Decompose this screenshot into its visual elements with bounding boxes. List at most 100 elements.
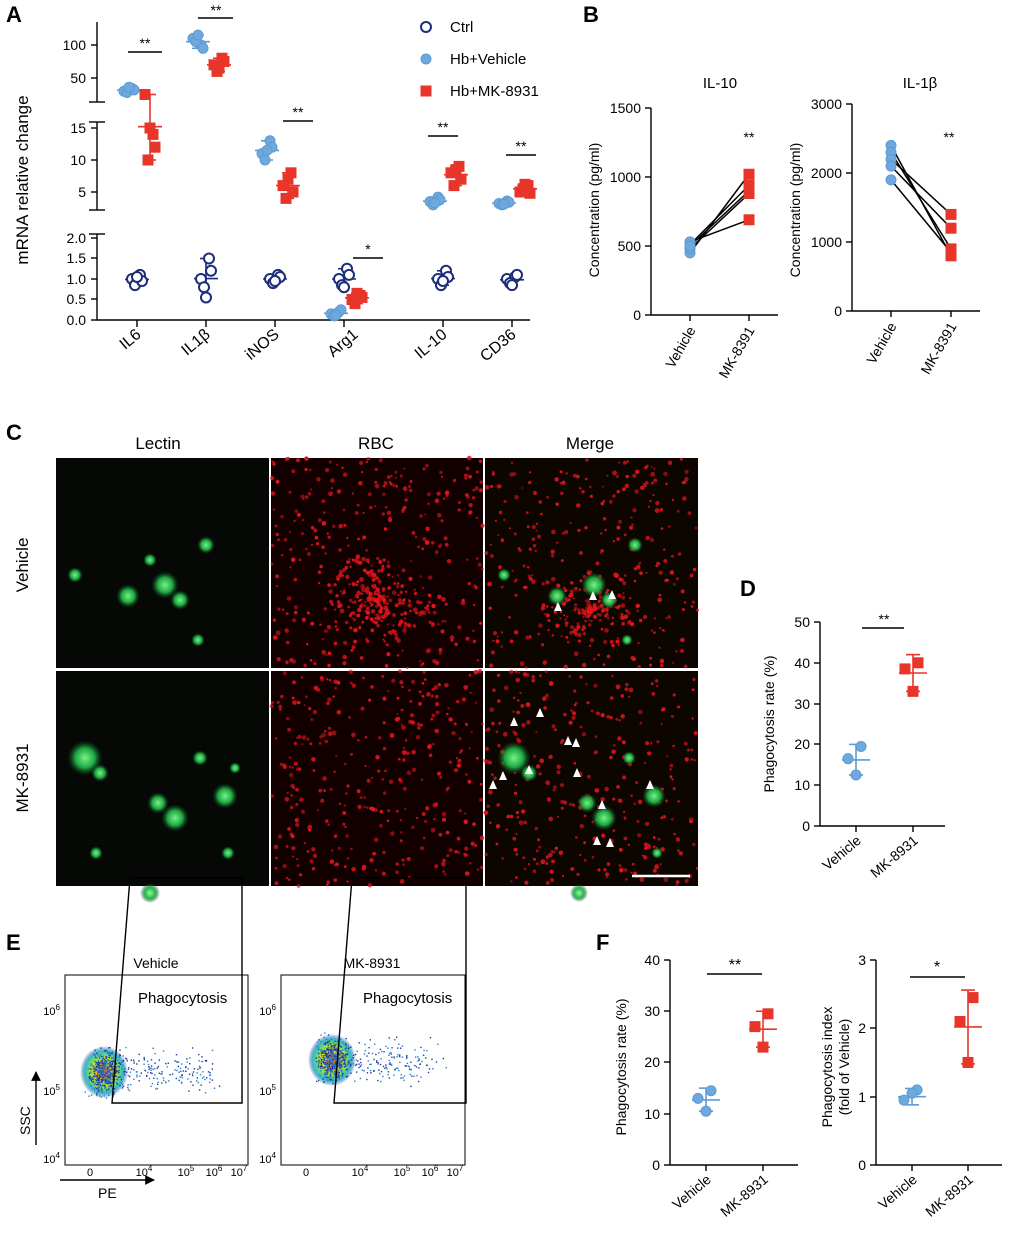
flow-event: [103, 1064, 105, 1067]
flow-event: [417, 1056, 419, 1058]
rbc-cell: [354, 593, 359, 599]
rbc-cell: [382, 558, 386, 562]
rbc-cell: [397, 574, 400, 577]
rbc-cell: [613, 744, 616, 747]
flow-event: [98, 1087, 101, 1089]
rbc-cell: [403, 624, 407, 629]
flow-event: [318, 1039, 320, 1041]
flow-event: [154, 1052, 156, 1055]
rbc-cell: [632, 508, 637, 513]
rbc-cell: [323, 607, 327, 611]
flow-event: [376, 1060, 378, 1062]
rbc-cell: [359, 604, 363, 609]
rbc-cell: [690, 758, 694, 761]
flow-event: [327, 1044, 330, 1047]
flow-event: [109, 1072, 111, 1075]
rbc-cell: [281, 554, 284, 557]
flow-event: [105, 1062, 107, 1065]
rbc-cell: [593, 606, 598, 612]
rbc-cell: [468, 747, 471, 750]
tick-label: 105: [394, 1164, 411, 1179]
rbc-cell: [345, 834, 349, 838]
rbc-cell: [677, 800, 680, 803]
rbc-cell: [593, 657, 596, 661]
flow-event: [375, 1053, 377, 1056]
chart-data-points: [885, 139, 957, 262]
flow-event: [332, 1058, 334, 1060]
flow-event: [118, 1062, 120, 1064]
flow-event: [202, 1071, 204, 1073]
rbc-cell: [448, 717, 453, 722]
tick-label: 0: [652, 1157, 660, 1173]
rbc-cell: [382, 492, 386, 496]
flow-event: [196, 1077, 198, 1079]
rbc-cell: [275, 532, 279, 537]
flow-event: [330, 1053, 332, 1055]
flow-event: [370, 1063, 372, 1065]
rbc-cell: [296, 884, 301, 888]
arrowhead-icon: [554, 602, 562, 611]
flow-event: [89, 1075, 91, 1078]
rbc-cell: [472, 496, 476, 500]
flow-event: [393, 1057, 395, 1059]
rbc-cell: [663, 471, 668, 476]
rbc-cell: [617, 519, 623, 524]
tick-label: 500: [618, 238, 642, 254]
rbc-cell: [422, 670, 426, 674]
tick-label: 40: [644, 952, 660, 968]
flow-event: [93, 1075, 95, 1077]
rbc-cell: [622, 487, 626, 492]
rbc-cell: [334, 625, 338, 628]
rbc-cell: [324, 819, 329, 823]
flow-event: [175, 1054, 178, 1056]
rbc-cell: [551, 634, 555, 637]
category-label: IL6: [117, 326, 145, 353]
rbc-cell: [312, 709, 318, 715]
rbc-cell: [582, 732, 586, 737]
flow-event: [327, 1048, 329, 1050]
flow-event: [96, 1063, 98, 1065]
rbc-cell: [650, 741, 653, 745]
rbc-cell: [381, 512, 385, 516]
rbc-cell: [394, 717, 400, 722]
rbc-cell: [335, 754, 338, 758]
rbc-cell: [611, 674, 614, 678]
flow-event: [326, 1079, 329, 1081]
rbc-cell: [322, 511, 326, 514]
flow-event: [148, 1066, 150, 1069]
rbc-cell: [383, 481, 388, 486]
x-label: MK-8931: [867, 832, 921, 881]
rbc-cell: [601, 485, 604, 488]
flow-event: [94, 1086, 97, 1089]
rbc-cell: [604, 528, 607, 532]
microglia-cell: [622, 751, 636, 765]
flow-event: [165, 1081, 167, 1084]
data-point: [192, 29, 204, 41]
rbc-cell: [442, 817, 446, 822]
rbc-cell: [515, 833, 518, 835]
rbc-cell: [396, 696, 400, 700]
flow-event: [378, 1069, 380, 1071]
flow-event: [333, 1063, 335, 1065]
flow-event: [108, 1088, 110, 1090]
flow-event: [96, 1091, 98, 1094]
tick-label: 20: [644, 1054, 660, 1070]
flow-event: [391, 1047, 393, 1049]
rbc-cell: [531, 537, 536, 542]
flow-event: [366, 1078, 368, 1081]
flow-event: [200, 1084, 202, 1086]
flow-event: [326, 1067, 328, 1070]
rbc-cell: [434, 498, 440, 504]
pair-line: [689, 190, 750, 247]
rbc-cell: [433, 685, 439, 690]
rbc-cell: [549, 869, 554, 874]
rbc-cell: [597, 868, 601, 872]
flow-event: [340, 1064, 343, 1066]
rbc-cell: [401, 750, 407, 755]
flow-event: [363, 1053, 366, 1055]
chart-ylabel: Concentration (pg/ml): [787, 143, 803, 278]
flow-event: [122, 1055, 124, 1057]
rbc-cell: [437, 623, 440, 626]
flow-event: [340, 1056, 342, 1059]
flow-event: [323, 1062, 325, 1064]
